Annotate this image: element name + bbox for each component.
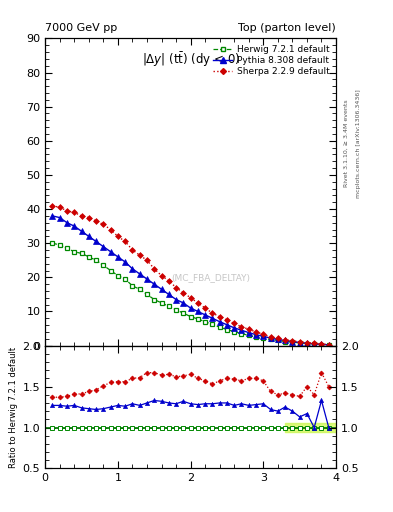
Text: $|\Delta y|$ (t$\bar{\rm t}$) (dy < 0): $|\Delta y|$ (t$\bar{\rm t}$) (dy < 0) (141, 51, 240, 69)
Text: Rivet 3.1.10, ≥ 3.4M events: Rivet 3.1.10, ≥ 3.4M events (344, 99, 349, 187)
Legend: Herwig 7.2.1 default, Pythia 8.308 default, Sherpa 2.2.9 default: Herwig 7.2.1 default, Pythia 8.308 defau… (211, 43, 332, 78)
Text: 7000 GeV pp: 7000 GeV pp (45, 23, 118, 33)
Text: (MC_FBA_DELTAY): (MC_FBA_DELTAY) (171, 273, 250, 283)
Y-axis label: Ratio to Herwig 7.2.1 default: Ratio to Herwig 7.2.1 default (9, 347, 18, 467)
Text: Top (parton level): Top (parton level) (238, 23, 336, 33)
Text: mcplots.cern.ch [arXiv:1306.3436]: mcplots.cern.ch [arXiv:1306.3436] (356, 89, 361, 198)
